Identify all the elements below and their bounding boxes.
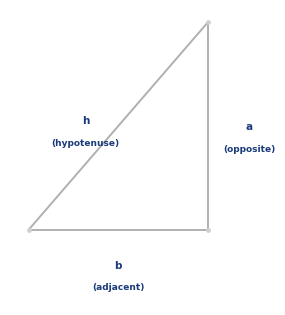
Text: (adjacent): (adjacent)	[92, 284, 144, 293]
Text: (hypotenuse): (hypotenuse)	[51, 139, 120, 148]
Text: a: a	[246, 122, 253, 132]
Text: h: h	[82, 116, 89, 126]
Text: b: b	[115, 261, 122, 271]
Text: (opposite): (opposite)	[223, 145, 276, 154]
